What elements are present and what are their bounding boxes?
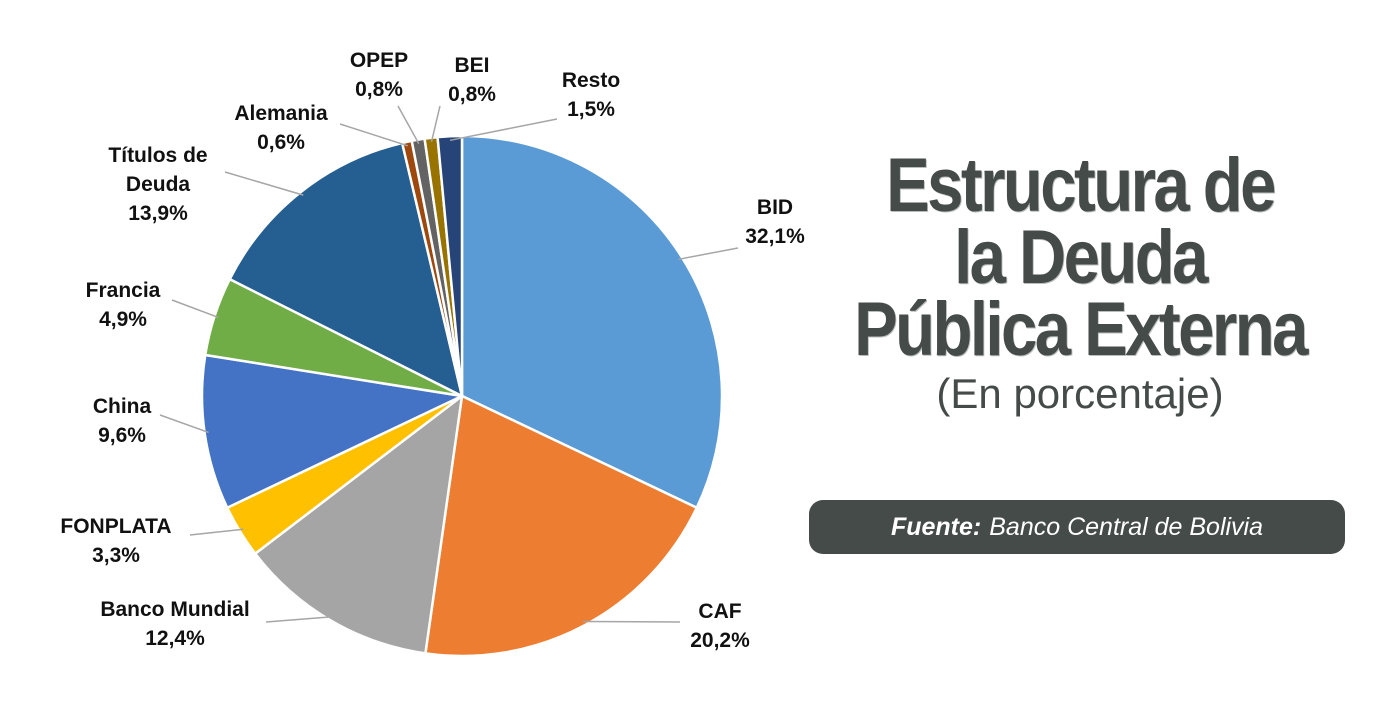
source-label: Fuente: — [890, 512, 982, 541]
slice-value-label: 0,8% — [448, 83, 496, 106]
leader-line — [171, 299, 219, 319]
source-badge: Fuente: Banco Central de Bolivia — [809, 500, 1345, 554]
pie-slice — [424, 394, 699, 658]
slice-name-label: Alemania — [234, 102, 328, 125]
slice-value-label: 20,2% — [690, 629, 750, 652]
slice-value-label: 13,9% — [128, 202, 188, 225]
slice-value-label: 12,4% — [145, 627, 205, 650]
chart-title-line-1: Estructura de — [886, 143, 1276, 228]
chart-subtitle: (En porcentaje) — [936, 370, 1224, 417]
slice-value-label: 0,6% — [257, 131, 305, 154]
slice-value-label: 4,9% — [99, 308, 147, 331]
slice-name-label: OPEP — [350, 49, 408, 72]
leader-lines — [159, 105, 739, 623]
slice-value-label: 32,1% — [745, 225, 805, 248]
leader-line — [265, 616, 333, 623]
slice-value-label: 9,6% — [98, 424, 146, 447]
chart-title-line-3: Pública Externa — [854, 287, 1308, 372]
leader-line — [678, 247, 739, 261]
chart-title-block: Estructura de la Deuda Pública Externa (… — [780, 143, 1380, 418]
leader-line — [159, 414, 209, 434]
slice-name-label: Títulos de — [108, 144, 207, 167]
leader-line — [224, 171, 304, 196]
slice-name-label: BID — [757, 196, 793, 219]
pie-slice — [228, 141, 464, 398]
pie-slice — [436, 134, 464, 398]
slice-name-label: Resto — [562, 69, 620, 92]
slice-value-label: 0,8% — [355, 78, 403, 101]
leader-line — [339, 123, 409, 147]
leader-line — [449, 118, 558, 142]
leader-line — [189, 528, 244, 536]
slice-name-label: FONPLATA — [60, 515, 171, 538]
pie-slice — [253, 394, 464, 655]
pie-slice — [200, 353, 464, 509]
leader-line — [430, 105, 441, 142]
slice-name-label: CAF — [698, 600, 741, 623]
leader-line — [583, 620, 681, 623]
slice-value-label: 3,3% — [92, 544, 140, 567]
slice-name-label: China — [93, 395, 152, 418]
slice-name-label: Banco Mundial — [100, 598, 249, 621]
slice-name-label: Deuda — [126, 173, 191, 196]
pie-slice — [460, 134, 724, 509]
leader-line — [397, 105, 420, 145]
slice-name-label: Francia — [86, 279, 161, 302]
slice-name-label: BEI — [454, 54, 489, 77]
slice-labels: BID 32,1% CAF 20,2% Banco Mundial 12,4% FONPLA… — [60, 49, 805, 652]
pie-slices — [200, 134, 724, 658]
slice-value-label: 1,5% — [567, 98, 615, 121]
source-text: Banco Central de Bolivia — [989, 512, 1264, 541]
chart-title-line-2: la Deuda — [954, 215, 1208, 300]
